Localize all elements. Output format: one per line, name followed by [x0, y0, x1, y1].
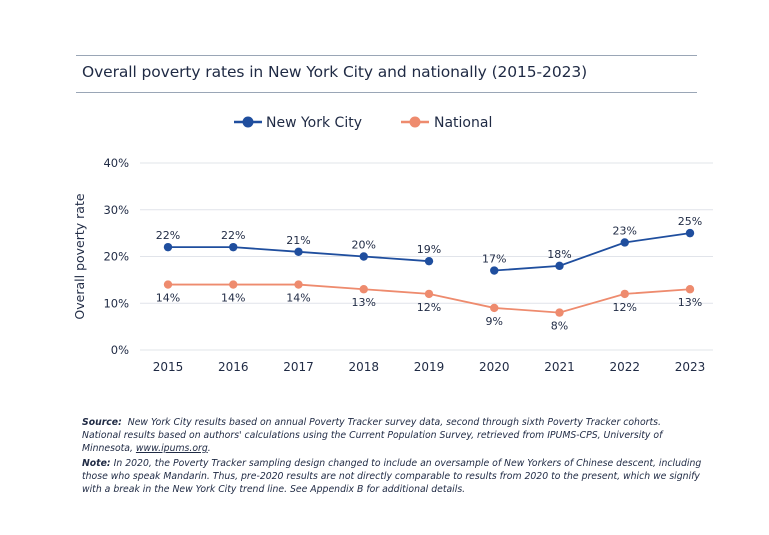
data-point — [620, 238, 629, 247]
data-point — [359, 252, 368, 261]
source-note: Source: New York City results based on a… — [82, 417, 663, 454]
data-point — [620, 289, 629, 299]
x-tick-label: 2018 — [348, 360, 379, 374]
title-bottom-rule — [76, 92, 697, 93]
legend-marker — [242, 116, 254, 128]
method-note: Note: In 2020, the Poverty Tracker sampl… — [82, 457, 702, 496]
data-point — [424, 289, 434, 299]
data-point — [555, 308, 564, 317]
source-link[interactable]: www.ipums.org — [135, 443, 208, 454]
data-point — [163, 242, 173, 252]
data-point — [163, 280, 173, 289]
data-point — [685, 285, 695, 294]
data-label: 8% — [551, 320, 568, 333]
note-text: In 2020, the Poverty Tracker sampling de… — [82, 458, 702, 495]
y-tick-label: 30% — [103, 203, 129, 217]
data-label: 22% — [221, 229, 245, 242]
data-label: 21% — [286, 234, 310, 247]
data-point — [685, 228, 695, 238]
data-point — [555, 261, 564, 271]
chart-title: Overall poverty rates in New York City a… — [82, 63, 588, 81]
data-point — [490, 266, 499, 275]
data-label: 18% — [547, 248, 571, 261]
data-label: 12% — [417, 301, 441, 314]
data-label: 14% — [221, 292, 245, 305]
data-point — [229, 242, 238, 252]
y-tick-label: 20% — [103, 250, 129, 264]
series-line — [494, 232, 691, 272]
data-label: 17% — [482, 253, 506, 266]
data-point — [359, 285, 368, 294]
y-tick-label: 0% — [111, 343, 129, 357]
data-label: 23% — [613, 224, 637, 237]
data-label: 13% — [352, 296, 376, 309]
data-label: 20% — [352, 239, 376, 252]
y-tick-label: 10% — [103, 296, 129, 310]
data-point — [294, 280, 303, 289]
data-point — [424, 256, 434, 266]
source-label: Source: — [82, 417, 122, 428]
legend-label: New York City — [266, 115, 362, 131]
x-tick-label: 2022 — [609, 360, 640, 374]
data-label: 22% — [156, 229, 180, 242]
x-tick-label: 2017 — [283, 360, 314, 374]
x-tick-label: 2023 — [675, 360, 706, 374]
data-label: 25% — [678, 215, 702, 228]
title-top-rule — [76, 55, 697, 56]
x-tick-label: 2016 — [218, 360, 249, 374]
data-label: 14% — [286, 292, 310, 305]
x-tick-label: 2015 — [153, 360, 184, 374]
data-label: 19% — [417, 243, 441, 256]
data-point — [294, 247, 303, 257]
chart-notes: Source: New York City results based on a… — [82, 416, 702, 498]
legend-marker — [409, 116, 421, 128]
x-tick-label: 2019 — [414, 360, 445, 374]
line-chart: 0% 10% 20% 30% 40% Overall poverty rate 2015 20… — [72, 115, 713, 374]
data-point — [490, 303, 499, 313]
x-tick-label: 2020 — [479, 360, 510, 374]
y-axis-label: Overall poverty rate — [72, 193, 87, 319]
data-label: 9% — [486, 315, 503, 328]
data-point — [229, 280, 238, 289]
data-label: 12% — [613, 301, 637, 314]
legend-label: National — [434, 115, 492, 131]
note-label: Note: — [82, 458, 111, 469]
y-tick-label: 40% — [103, 156, 129, 170]
data-label: 14% — [156, 292, 180, 305]
data-label: 13% — [678, 296, 702, 309]
source-text: New York City results based on annual Po… — [82, 417, 663, 454]
x-tick-label: 2021 — [544, 360, 575, 374]
